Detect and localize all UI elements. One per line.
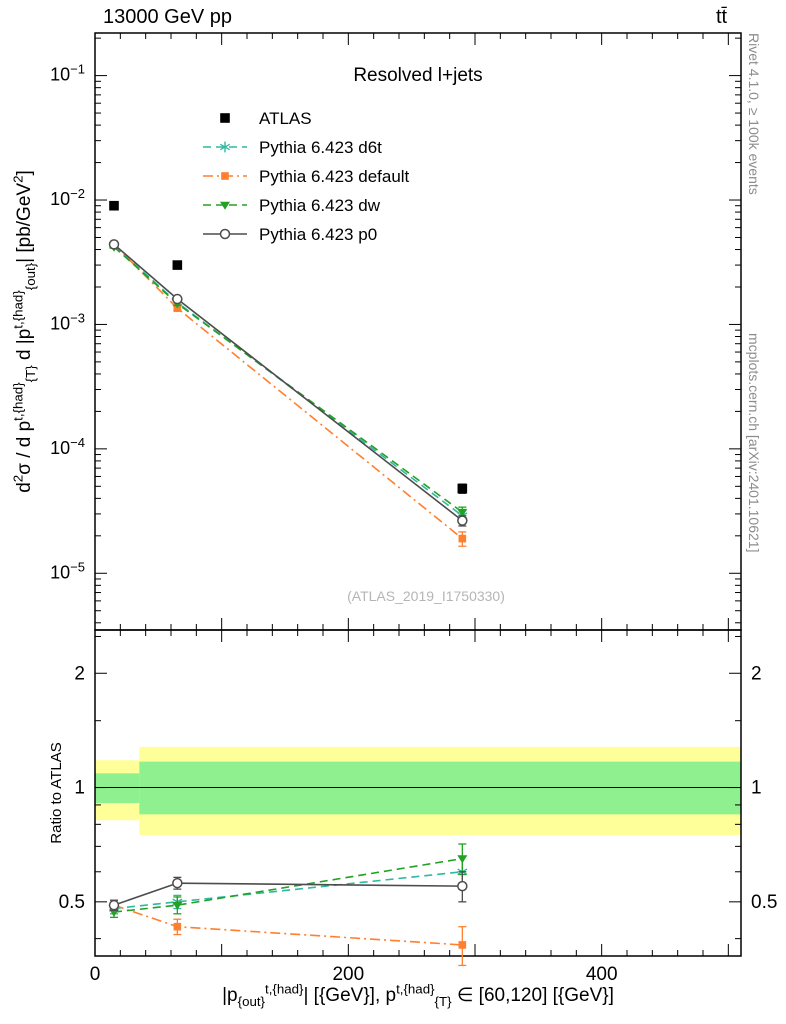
x-axis-label: |p{out}t,{had}| [{GeV}], pt,{had}{T} ∈ [… [222, 981, 614, 1009]
svg-text:2: 2 [751, 663, 762, 684]
svg-text:Pythia 6.423 p0: Pythia 6.423 p0 [259, 225, 377, 244]
ratio-panel-frame [94, 629, 742, 957]
series-pythia-6-423-d6t [108, 240, 468, 523]
legend-entry-pythia-6-423-p0: Pythia 6.423 p0 [203, 225, 377, 244]
series-atlas [109, 200, 468, 494]
series-pythia-6-423-dw [109, 243, 468, 519]
legend-entry-pythia-6-423-default: Pythia 6.423 default [203, 167, 410, 186]
svg-text:Pythia 6.423 d6t: Pythia 6.423 d6t [259, 138, 382, 157]
legend: ATLAS Pythia 6.423 d6t Pythia 6.423 defaul… [203, 109, 410, 244]
mcplots-attribution: mcplots.cern.ch [arXiv:2401.10621] [746, 333, 762, 553]
svg-text:10−3: 10−3 [50, 310, 85, 333]
ratio-uncertainty-bands [95, 746, 742, 835]
ratio-series-pythia-6-423-dw [109, 843, 468, 919]
svg-text:1: 1 [74, 778, 85, 799]
main-panel-frame [94, 32, 742, 631]
svg-text:Pythia 6.423 default: Pythia 6.423 default [259, 167, 410, 186]
legend-entry-pythia-6-423-d6t: Pythia 6.423 d6t [203, 138, 382, 157]
svg-text:200: 200 [332, 964, 364, 985]
ratio-series [108, 843, 468, 967]
beam-energy-label: 13000 GeV pp [103, 6, 232, 28]
svg-text:10−4: 10−4 [50, 435, 85, 458]
svg-text:ATLAS: ATLAS [259, 109, 312, 128]
series-pythia-6-423-p0 [108, 239, 468, 527]
rivet-version-note: Rivet 4.1.0, ≥ 100k events [746, 33, 762, 195]
ratio-y-axis-label: Ratio to ATLAS [48, 742, 65, 844]
legend-entry-atlas: ATLAS [220, 109, 312, 128]
svg-text:10−1: 10−1 [50, 62, 85, 85]
svg-text:2: 2 [74, 663, 85, 684]
plot-title: Resolved l+jets [353, 65, 482, 86]
svg-text:10−5: 10−5 [50, 559, 85, 582]
svg-text:Pythia 6.423 dw: Pythia 6.423 dw [259, 196, 381, 215]
analysis-watermark: (ATLAS_2019_I1750330) [347, 588, 505, 604]
green-uncertainty-band [95, 773, 140, 804]
axis-tick-labels: 10−5 10−4 10−3 10−2 10−1 0.5 0.5 1 1 2 2 0 200 400 [50, 62, 777, 985]
legend-entry-pythia-6-423-dw: Pythia 6.423 dw [203, 196, 381, 215]
main-y-axis-label: d2σ / d pt,{had}{T} d |pt,{had}{out}| [p… [10, 170, 38, 493]
axes-ticks [94, 33, 741, 956]
main-series [108, 200, 468, 547]
svg-text:0: 0 [90, 964, 101, 985]
svg-text:1: 1 [751, 778, 762, 799]
svg-text:0.5: 0.5 [751, 892, 777, 913]
ratio-series-pythia-6-423-p0 [108, 871, 468, 911]
svg-text:10−2: 10−2 [50, 186, 85, 209]
process-label: tt̄ [716, 6, 728, 28]
svg-text:0.5: 0.5 [59, 892, 85, 913]
svg-text:400: 400 [586, 964, 618, 985]
